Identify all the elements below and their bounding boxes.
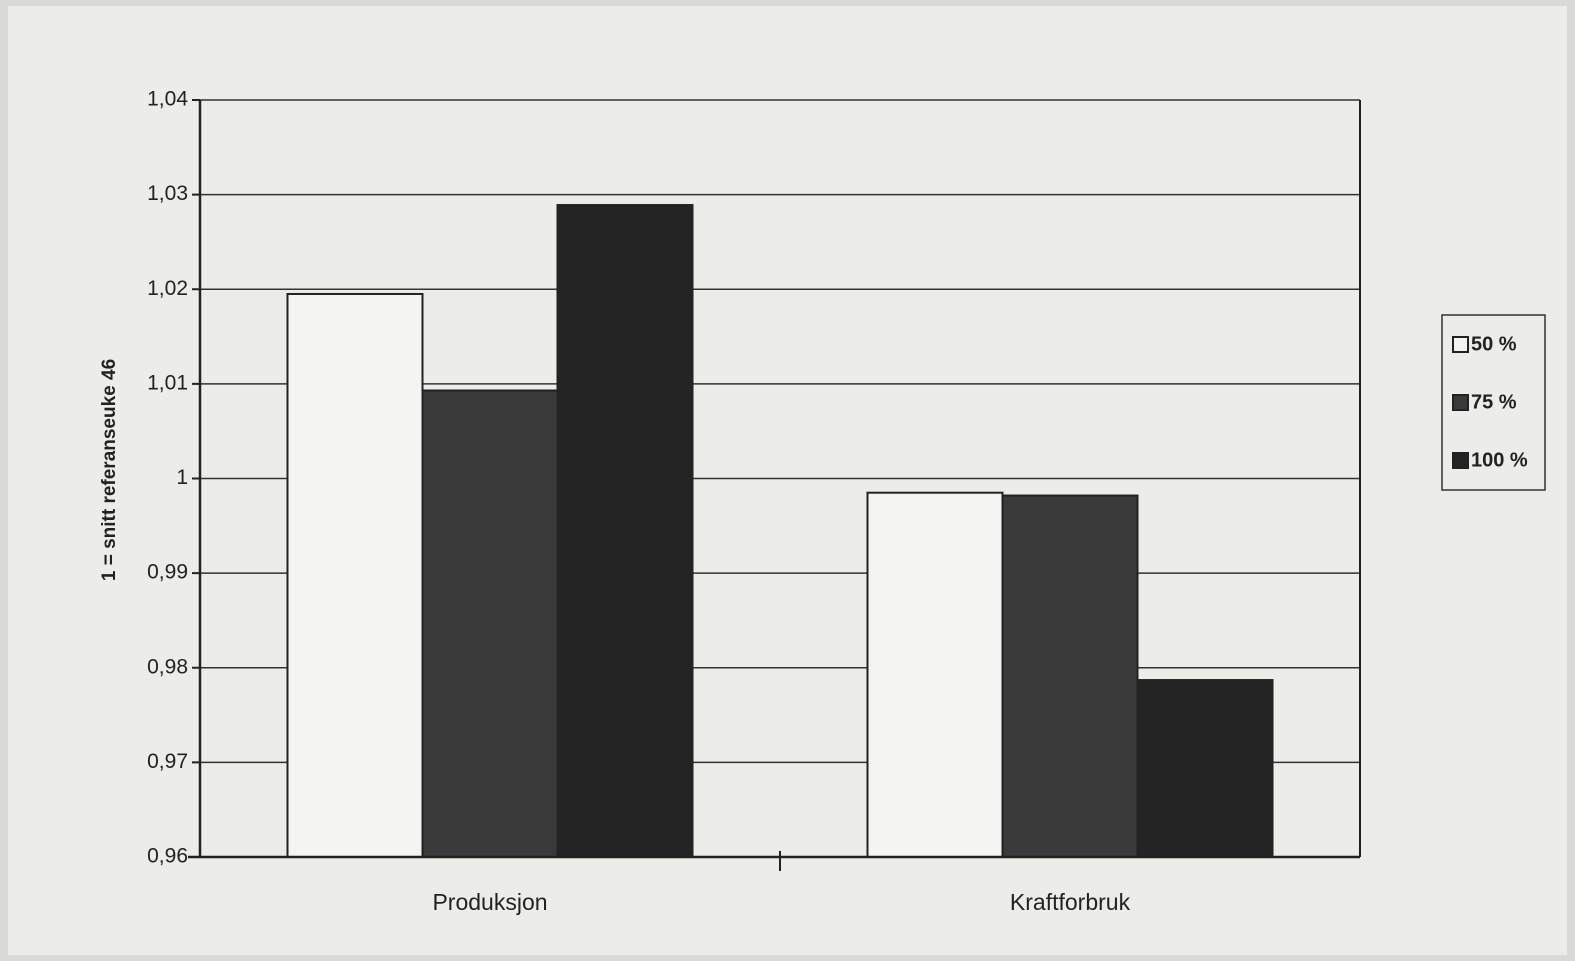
y-tick-label: 0,96 xyxy=(147,845,188,868)
legend-swatch xyxy=(1452,336,1469,353)
y-axis-label: 1 = snitt referanseuke 46 xyxy=(99,359,120,581)
legend-label: 50 % xyxy=(1471,333,1517,355)
y-tick-label: 1 xyxy=(176,466,188,489)
y-tick-label: 1,03 xyxy=(147,182,188,205)
x-tick-label: Produksjon xyxy=(432,889,547,915)
bar xyxy=(1001,494,1139,858)
legend-label: 100 % xyxy=(1471,449,1528,471)
y-tick-label: 1,04 xyxy=(147,88,188,111)
bar xyxy=(556,204,694,858)
legend-swatch xyxy=(1452,394,1469,411)
legend-box xyxy=(1441,314,1546,491)
y-tick-label: 0,97 xyxy=(147,750,188,773)
legend-swatch xyxy=(1452,452,1469,469)
y-tick-label: 1,02 xyxy=(147,277,188,300)
legend-label: 75 % xyxy=(1471,391,1517,413)
paper xyxy=(8,6,1567,955)
bar xyxy=(866,491,1004,858)
bar xyxy=(421,389,559,858)
bar xyxy=(1136,679,1274,859)
bar xyxy=(286,292,424,858)
x-tick-label: Kraftforbruk xyxy=(1010,889,1131,915)
y-tick-label: 0,99 xyxy=(147,561,188,584)
y-tick-label: 1,01 xyxy=(147,371,188,394)
y-tick-label: 0,98 xyxy=(147,655,188,678)
